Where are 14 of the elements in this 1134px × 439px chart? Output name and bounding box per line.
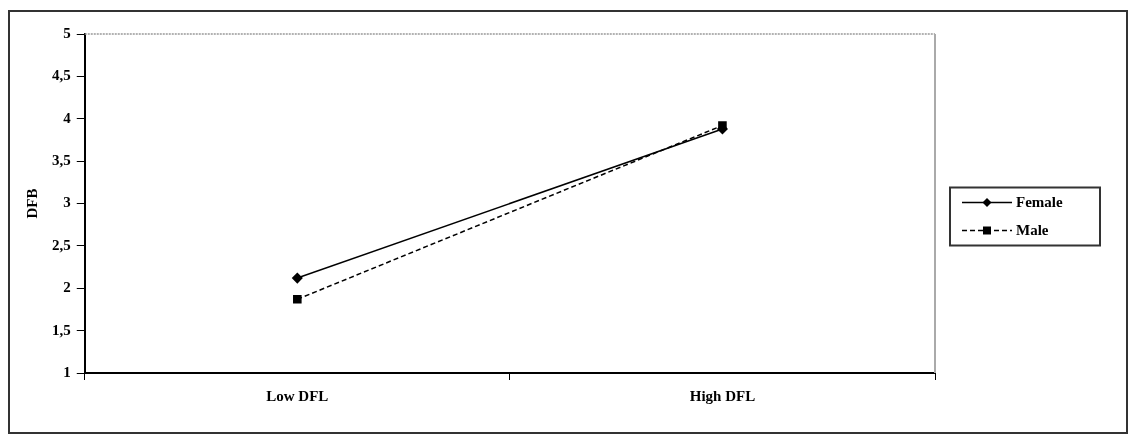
- y-tick-label: 5: [63, 24, 71, 41]
- x-tick-label: Low DFL: [266, 387, 329, 404]
- y-tick-label: 4: [63, 109, 72, 126]
- y-tick-label: 2: [63, 279, 71, 296]
- legend-label: Male: [1016, 222, 1049, 239]
- legend-label: Female: [1016, 194, 1063, 211]
- x-tick-label: High DFL: [689, 387, 756, 404]
- y-axis-title: DFB: [23, 188, 40, 219]
- y-tick-label: 4,5: [52, 67, 71, 84]
- y-tick-label: 3,5: [52, 152, 71, 168]
- y-tick-label: 3: [63, 194, 71, 211]
- y-tick-label: 1,5: [52, 321, 71, 338]
- y-tick-label: 2,5: [52, 236, 71, 253]
- y-tick-label: 1: [63, 363, 71, 380]
